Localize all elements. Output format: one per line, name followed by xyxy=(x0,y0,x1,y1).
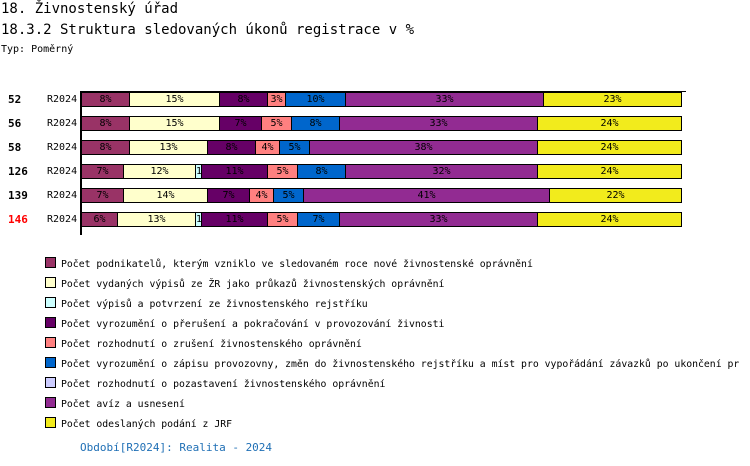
bar-segment: 8% xyxy=(81,116,130,131)
bar-segment: 33% xyxy=(345,92,544,107)
bar-segment: 8% xyxy=(81,92,130,107)
bar-segment: 12% xyxy=(123,164,196,179)
chart-type-label: Typ: Poměrný xyxy=(1,44,74,55)
legend-item: Počet avíz a usnesení xyxy=(45,397,185,410)
bar-segment: 24% xyxy=(537,212,682,227)
legend-item: Počet odeslaných podání z JRF xyxy=(45,417,232,430)
row-label: 56 xyxy=(8,117,22,130)
bar-segment: 8% xyxy=(81,140,130,155)
legend-item: Počet vyrozumění o zápisu provozovny, zm… xyxy=(45,357,739,370)
row-period: R2024 xyxy=(47,214,78,225)
legend-item: Počet vydaných výpisů ze ŽR jako průkazů… xyxy=(45,277,444,290)
legend-item: Počet rozhodnutí o pozastavení živnosten… xyxy=(45,377,385,390)
bar-segment: 5% xyxy=(267,212,298,227)
period-footer: Období[R2024]: Realita - 2024 xyxy=(80,441,273,454)
bar-segment: 32% xyxy=(345,164,538,179)
bar-segment: 8% xyxy=(291,116,340,131)
row-period: R2024 xyxy=(47,190,78,201)
bar-segment: 7% xyxy=(81,188,124,203)
legend-label: Počet rozhodnutí o pozastavení živnosten… xyxy=(61,379,386,390)
legend-swatch xyxy=(45,317,56,328)
bar-segment: 11% xyxy=(201,212,268,227)
bar-segment: 5% xyxy=(261,116,292,131)
top-line xyxy=(80,91,686,92)
legend-item: Počet výpisů a potvrzení ze živnostenské… xyxy=(45,297,368,310)
bar-segment: 6% xyxy=(81,212,118,227)
row-label: 146 xyxy=(8,213,28,226)
bar-segment: 41% xyxy=(303,188,550,203)
bar-segment: 4% xyxy=(249,188,274,203)
y-axis xyxy=(80,91,82,235)
bar-segment: 13% xyxy=(117,212,196,227)
bar-segment: 5% xyxy=(267,164,298,179)
row-label: 126 xyxy=(8,165,28,178)
bar-segment: 7% xyxy=(81,164,124,179)
bar-segment: 33% xyxy=(339,116,538,131)
row-period: R2024 xyxy=(47,142,78,153)
bar-segment: 24% xyxy=(537,116,682,131)
legend-label: Počet podnikatelů, kterým vzniklo ve sle… xyxy=(61,259,533,270)
bar-segment: 11% xyxy=(201,164,268,179)
legend-label: Počet vydaných výpisů ze ŽR jako průkazů… xyxy=(61,279,445,290)
chart-title: 18.3.2 Struktura sledovaných úkonů regis… xyxy=(1,22,415,38)
bar-segment: 38% xyxy=(309,140,538,155)
bar-segment: 15% xyxy=(129,92,220,107)
legend-swatch xyxy=(45,357,56,368)
bar-segment: 7% xyxy=(219,116,262,131)
bar-segment: 7% xyxy=(207,188,250,203)
legend-label: Počet výpisů a potvrzení ze živnostenské… xyxy=(61,299,368,310)
row-period: R2024 xyxy=(47,94,78,105)
legend-swatch xyxy=(45,277,56,288)
bar-segment: 13% xyxy=(129,140,208,155)
bar-segment: 5% xyxy=(279,140,310,155)
bar-segment: 23% xyxy=(543,92,682,107)
row-period: R2024 xyxy=(47,118,78,129)
row-label: 139 xyxy=(8,189,28,202)
legend-label: Počet avíz a usnesení xyxy=(61,399,185,410)
legend-swatch xyxy=(45,397,56,408)
bar-segment: 4% xyxy=(255,140,280,155)
bar-segment: 10% xyxy=(285,92,346,107)
bar-segment: 7% xyxy=(297,212,340,227)
legend-label: Počet vyrozumění o přerušení a pokračová… xyxy=(61,319,445,330)
legend-item: Počet podnikatelů, kterým vzniklo ve sle… xyxy=(45,257,533,270)
bar-segment: 24% xyxy=(537,164,682,179)
bar-segment: 8% xyxy=(207,140,256,155)
bar-segment: 8% xyxy=(297,164,346,179)
legend-label: Počet rozhodnutí o zrušení živnostenskéh… xyxy=(61,339,362,350)
bar-segment: 3% xyxy=(267,92,286,107)
row-label: 58 xyxy=(8,141,22,154)
bar-segment: 22% xyxy=(549,188,682,203)
legend-swatch xyxy=(45,377,56,388)
legend-swatch xyxy=(45,257,56,268)
page-title: 18. Živnostenský úřad xyxy=(1,1,179,17)
legend-item: Počet vyrozumění o přerušení a pokračová… xyxy=(45,317,444,330)
legend-swatch xyxy=(45,297,56,308)
bar-segment: 8% xyxy=(219,92,268,107)
legend-swatch xyxy=(45,417,56,428)
row-period: R2024 xyxy=(47,166,78,177)
bar-segment: 5% xyxy=(273,188,304,203)
row-label: 52 xyxy=(8,93,22,106)
bar-segment: 15% xyxy=(129,116,220,131)
legend-item: Počet rozhodnutí o zrušení živnostenskéh… xyxy=(45,337,362,350)
bar-segment: 14% xyxy=(123,188,208,203)
legend-label: Počet odeslaných podání z JRF xyxy=(61,419,233,430)
bar-segment: 24% xyxy=(537,140,682,155)
legend-label: Počet vyrozumění o zápisu provozovny, zm… xyxy=(61,359,740,370)
legend-swatch xyxy=(45,337,56,348)
bar-segment: 33% xyxy=(339,212,538,227)
